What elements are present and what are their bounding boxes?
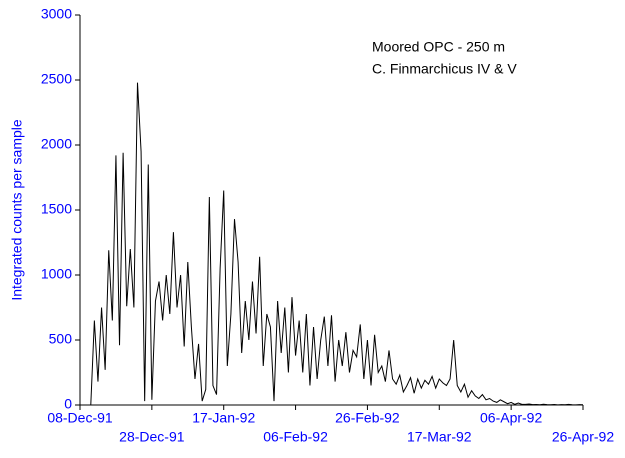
x-tick-label: 26-Feb-92	[335, 410, 400, 426]
x-tick-label: 26-Apr-92	[552, 429, 614, 445]
annotation: C. Finmarchicus IV & V	[372, 61, 517, 77]
y-tick-label: 2500	[41, 71, 72, 87]
y-tick-label: 2000	[41, 136, 72, 152]
data-line	[90, 82, 584, 406]
y-tick-label: 3000	[41, 6, 72, 22]
y-tick-label: 0	[64, 396, 72, 412]
x-tick-label: 08-Dec-91	[47, 410, 113, 426]
x-tick-label: 17-Mar-92	[407, 429, 472, 445]
y-tick-label: 1500	[41, 201, 72, 217]
y-axis-label: Integrated counts per sample	[9, 119, 25, 301]
y-tick-label: 1000	[41, 266, 72, 282]
x-tick-label: 06-Feb-92	[263, 429, 328, 445]
y-tick-label: 500	[49, 331, 73, 347]
x-tick-label: 06-Apr-92	[480, 410, 542, 426]
x-tick-label: 17-Jan-92	[192, 410, 255, 426]
x-tick-label: 28-Dec-91	[119, 429, 185, 445]
annotation: Moored OPC - 250 m	[372, 39, 505, 55]
